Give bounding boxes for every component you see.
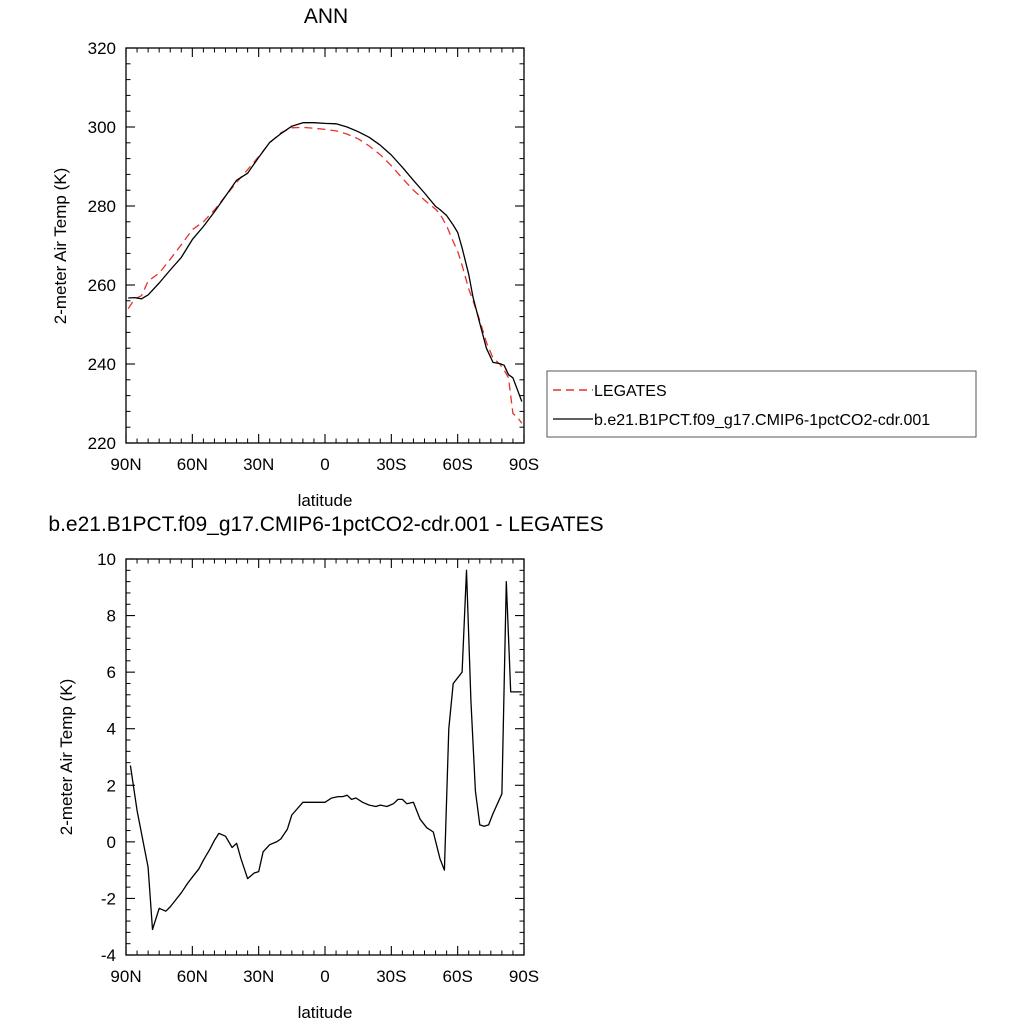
x-tick-label: 90S — [509, 967, 539, 986]
y-tick-label: 4 — [107, 720, 116, 739]
x-axis-title: latitude — [298, 491, 353, 510]
y-tick-label: 0 — [107, 833, 116, 852]
legend-label-legates: LEGATES — [594, 383, 667, 400]
y-tick-label: 220 — [88, 434, 116, 453]
x-tick-label: 30S — [376, 967, 406, 986]
x-tick-label: 90N — [110, 455, 141, 474]
series-line-model — [128, 122, 523, 402]
x-tick-label: 0 — [320, 967, 329, 986]
x-tick-label: 60S — [443, 455, 473, 474]
y-axis-title: 2-meter Air Temp (K) — [51, 168, 70, 325]
x-axis-title: latitude — [298, 1003, 353, 1022]
plot-frame — [125, 47, 525, 444]
legend-box — [546, 370, 977, 438]
x-tick-label: 30S — [376, 455, 406, 474]
difference-panel: b.e21.B1PCT.f09_g17.CMIP6-1pctCO2-cdr.00… — [48, 513, 603, 1022]
series-line-legates — [127, 126, 523, 424]
y-tick-label: 8 — [107, 607, 116, 626]
legend-label-model: b.e21.B1PCT.f09_g17.CMIP6-1pctCO2-cdr.00… — [594, 412, 930, 429]
series-line-difference — [129, 569, 522, 931]
x-tick-label: 60N — [177, 455, 208, 474]
y-tick-label: 6 — [107, 663, 116, 682]
y-axis-title: 2-meter Air Temp (K) — [57, 679, 76, 836]
y-tick-label: 10 — [97, 550, 116, 569]
y-tick-label: 2 — [107, 776, 116, 795]
legend: LEGATES b.e21.B1PCT.f09_g17.CMIP6-1pctCO… — [546, 370, 977, 438]
x-tick-label: 30N — [243, 967, 274, 986]
panel-title: ANN — [304, 5, 348, 28]
x-tick-label: 30N — [243, 455, 274, 474]
x-tick-label: 60N — [177, 967, 208, 986]
y-tick-label: 260 — [88, 276, 116, 295]
y-tick-label: -2 — [101, 889, 116, 908]
y-tick-label: 280 — [88, 197, 116, 216]
y-tick-label: 320 — [88, 39, 116, 58]
y-tick-label: -4 — [101, 946, 116, 965]
x-tick-label: 90N — [110, 967, 141, 986]
y-tick-label: 240 — [88, 355, 116, 374]
panel-title: b.e21.B1PCT.f09_g17.CMIP6-1pctCO2-cdr.00… — [48, 513, 603, 536]
x-tick-label: 60S — [443, 967, 473, 986]
temperature-panel: ANN 90N 60N 30N 0 30S 60S 90S 220 240 260 280 300 32… — [51, 5, 539, 510]
x-tick-label: 0 — [320, 455, 329, 474]
x-tick-label: 90S — [509, 455, 539, 474]
y-tick-label: 300 — [88, 118, 116, 137]
